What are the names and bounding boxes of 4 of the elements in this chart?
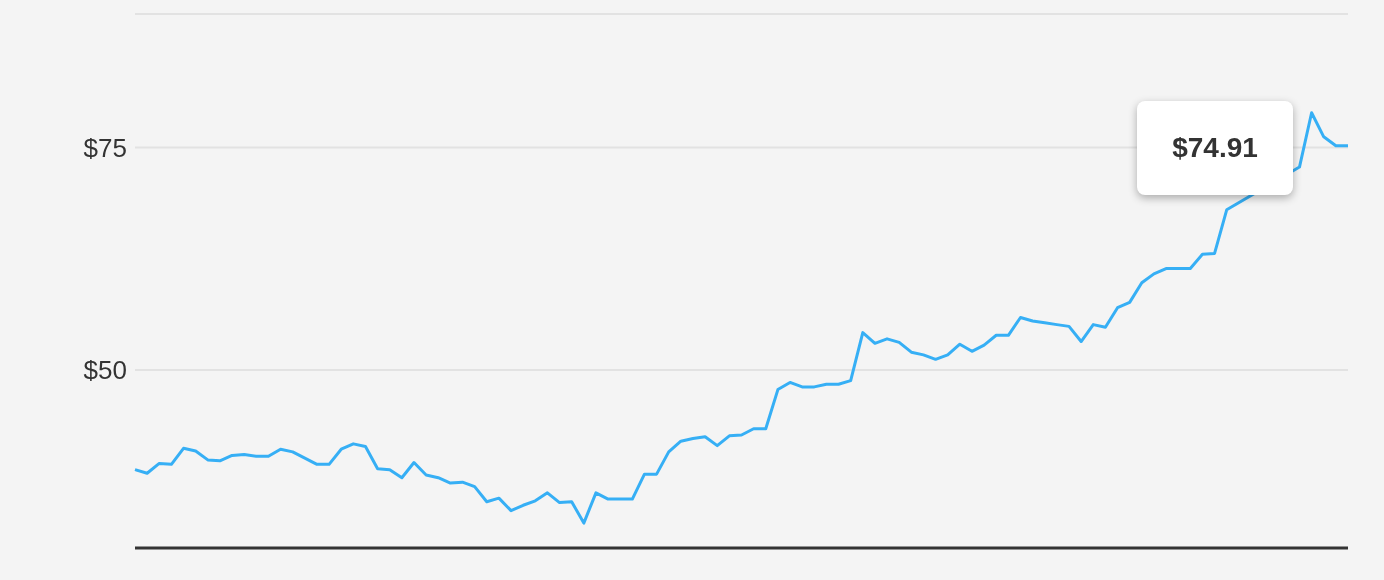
line-series: [133, 111, 1350, 525]
y-tick-label: $75: [83, 132, 127, 163]
annotation: $74.91: [1137, 101, 1293, 195]
y-tick-label: $50: [83, 355, 127, 386]
